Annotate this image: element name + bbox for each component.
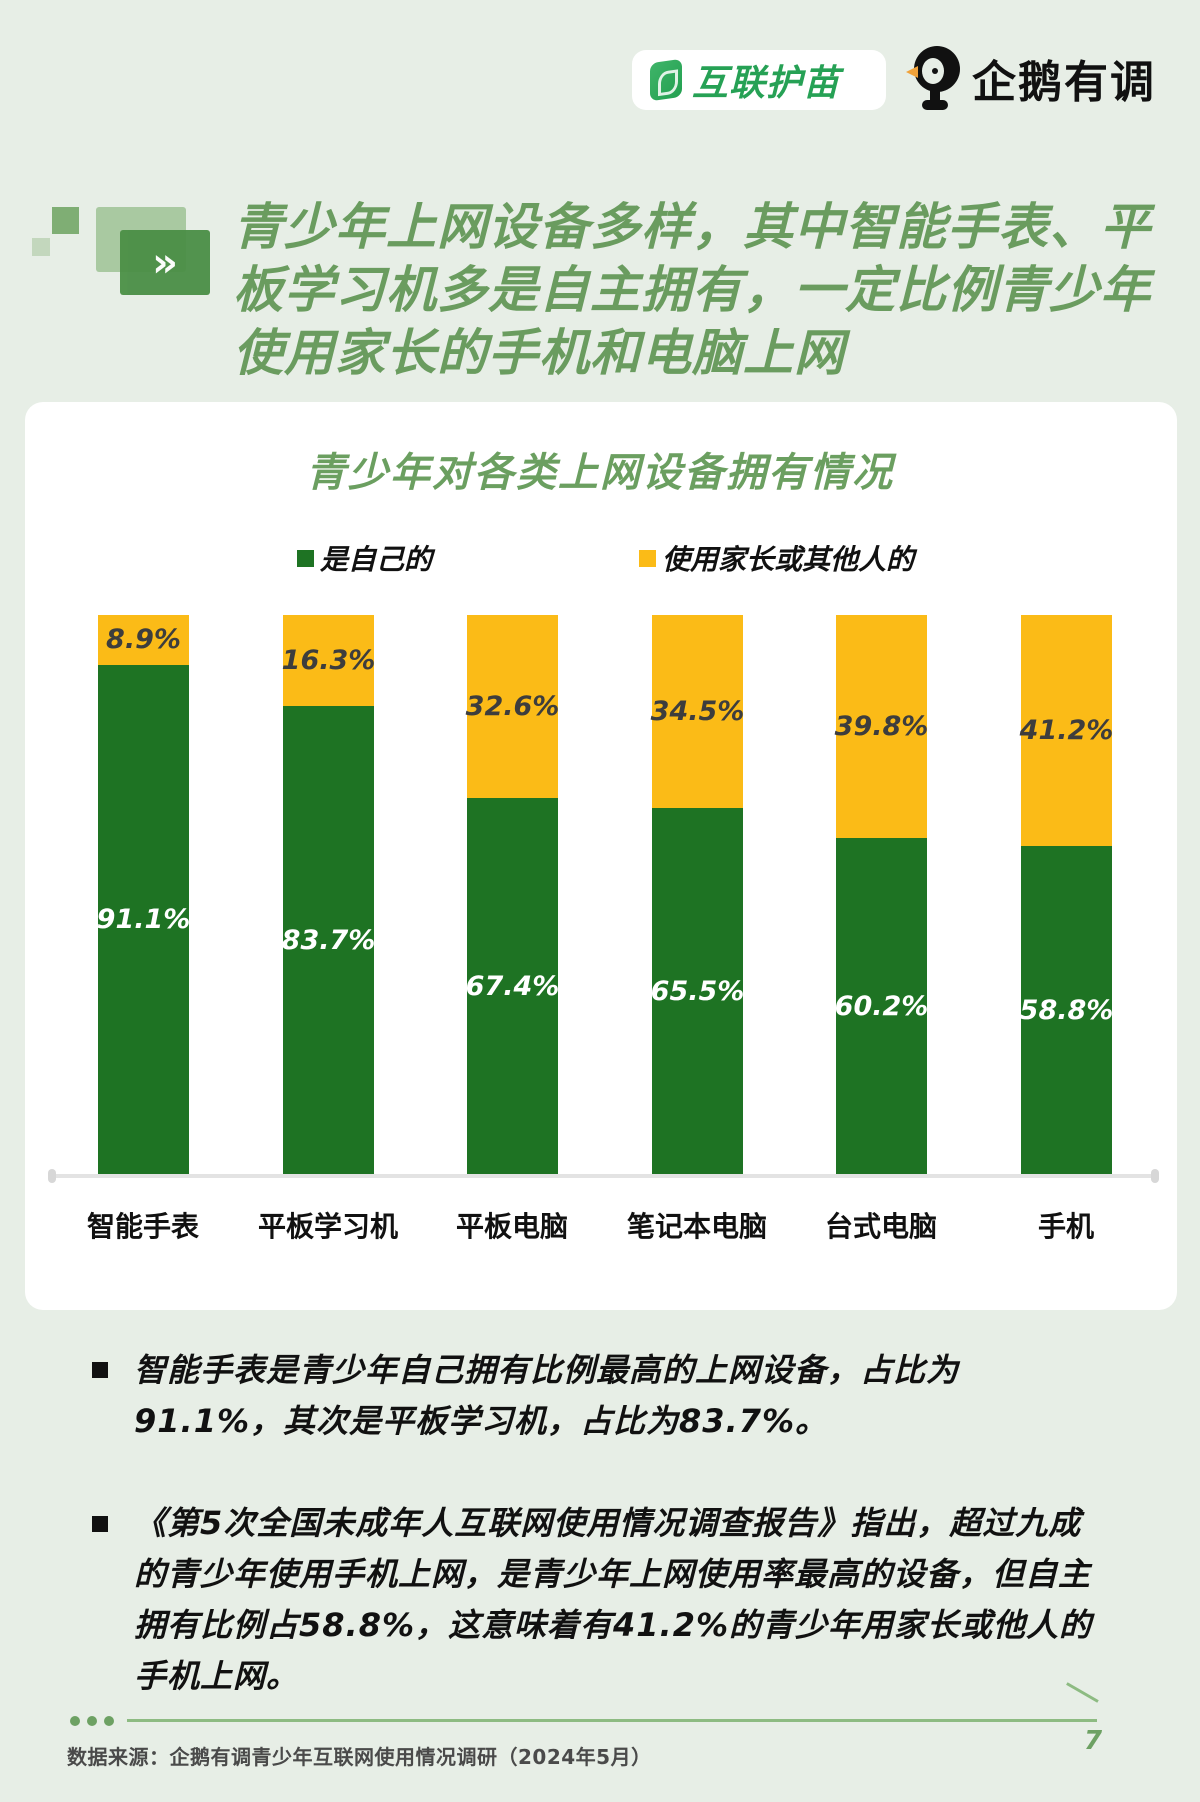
data-label: 32.6% — [465, 690, 560, 722]
bar-segment-own: 67.4% — [465, 797, 560, 1175]
data-label: 83.7% — [281, 925, 376, 957]
footer-dot — [104, 1716, 114, 1726]
category-label: 台式电脑 — [824, 1210, 937, 1243]
data-label: 58.8% — [1019, 994, 1114, 1026]
bar-segment-own: 58.8% — [1019, 845, 1114, 1175]
category-label: 笔记本电脑 — [626, 1210, 767, 1243]
category-label: 平板学习机 — [257, 1210, 398, 1243]
page-number: 7 — [1084, 1726, 1103, 1756]
brand-logo: 企鹅有调 — [906, 44, 1156, 112]
data-label: 16.3% — [281, 645, 376, 677]
legend-label: 是自己的 — [320, 543, 433, 576]
category-label: 智能手表 — [86, 1210, 199, 1243]
data-label: 60.2% — [834, 990, 929, 1022]
data-label: 67.4% — [465, 970, 560, 1002]
stacked-bar: 34.5% 65.5% — [650, 615, 745, 1175]
bar-segment-own: 60.2% — [834, 837, 929, 1175]
legend-swatch-yellow — [639, 549, 656, 567]
data-label: 39.8% — [834, 710, 929, 742]
stacked-bar: 8.9% 91.1% — [96, 615, 191, 1175]
axis-cap — [48, 1169, 56, 1183]
chart-title: 青少年对各类上网设备拥有情况 — [306, 450, 894, 496]
page-headline: 青少年上网设备多样，其中智能手表、平板学习机多是自主拥有，一定比例青少年使用家长… — [233, 198, 1151, 382]
category-label: 手机 — [1037, 1210, 1094, 1243]
legend-item-other: 使用家长或其他人的 — [639, 538, 914, 578]
partner-logo: 互联护苗 — [632, 50, 886, 110]
chart-card — [25, 402, 1177, 1310]
brand-logo-text: 企鹅有调 — [972, 57, 1156, 108]
bullet-text-1: 智能手表是青少年自己拥有比例最高的上网设备，占比为91.1%，其次是平板学习机，… — [134, 1351, 960, 1440]
bullet-text-2: 《第5次全国未成年人互联网使用情况调查报告》指出，超过九成的青少年使用手机上网，… — [134, 1504, 1093, 1695]
bar-segment-own: 65.5% — [650, 808, 745, 1175]
bullet-square — [92, 1362, 108, 1378]
penguin-icon — [906, 44, 964, 112]
legend-label: 使用家长或其他人的 — [662, 543, 915, 576]
footer-dot — [70, 1716, 80, 1726]
bar-segment-other: 34.5% — [650, 615, 745, 809]
bar-segment-other: 16.3% — [281, 615, 376, 707]
category-label: 平板电脑 — [455, 1210, 568, 1243]
data-label: 91.1% — [96, 904, 191, 936]
stacked-bar: 41.2% 58.8% — [1019, 615, 1114, 1175]
stacked-bar: 39.8% 60.2% — [834, 615, 929, 1175]
bar-segment-own: 83.7% — [281, 706, 376, 1175]
double-chevron-right-icon: » — [120, 230, 210, 295]
bar-segment-other: 32.6% — [465, 615, 560, 798]
legend-swatch-green — [297, 549, 314, 567]
legend-item-own: 是自己的 — [297, 538, 432, 578]
data-label: 34.5% — [650, 696, 745, 728]
footer-dot — [87, 1716, 97, 1726]
data-source: 数据来源：企鹅有调青少年互联网使用情况调研（2024年5月） — [67, 1745, 652, 1769]
bullet-square — [92, 1516, 108, 1532]
decorative-square — [32, 238, 50, 256]
stacked-bar: 32.6% 67.4% — [465, 615, 560, 1175]
partner-logo-text: 互联护苗 — [692, 63, 841, 104]
bar-segment-other: 39.8% — [834, 615, 929, 838]
data-label: 41.2% — [1019, 714, 1114, 746]
decorative-square — [52, 207, 79, 234]
bar-segment-other: 41.2% — [1019, 615, 1114, 846]
axis-cap — [1151, 1169, 1159, 1183]
data-label: 8.9% — [106, 624, 181, 656]
leaf-icon — [650, 58, 682, 102]
x-axis-line — [51, 1174, 1155, 1178]
bar-segment-own: 91.1% — [96, 664, 191, 1175]
stacked-bar: 16.3% 83.7% — [281, 615, 376, 1175]
data-label: 65.5% — [650, 976, 745, 1008]
bar-segment-other: 8.9% — [98, 615, 189, 665]
footer-divider — [127, 1719, 1097, 1722]
